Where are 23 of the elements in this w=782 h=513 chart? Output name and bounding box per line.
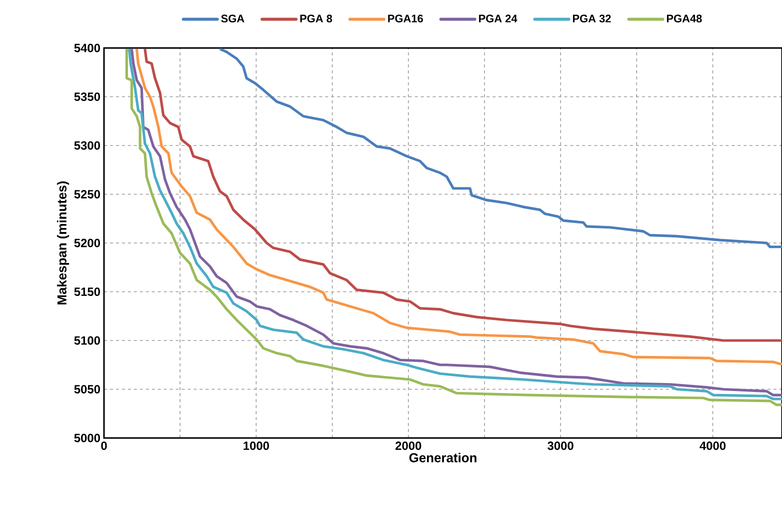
legend-label: PGA48 [666, 14, 702, 22]
x-axis-title: Generation [409, 452, 476, 462]
legend-label: SGA [221, 14, 244, 22]
legend-label: PGA 8 [300, 14, 332, 22]
x-tick-label: 3000 [548, 442, 574, 450]
y-tick-label: 5300 [74, 141, 100, 150]
y-tick-label: 5050 [74, 385, 100, 394]
y-tick-label: 5250 [74, 190, 100, 198]
line-series [218, 48, 782, 248]
y-tick-label: 5150 [74, 288, 100, 296]
y-tick-label: 5350 [74, 92, 100, 101]
x-tick-label: 4000 [700, 442, 726, 450]
x-tick-label: 0 [101, 442, 107, 450]
y-tick-label: 5400 [74, 44, 100, 52]
y-axis-title: Makespan (minutes) [56, 181, 70, 304]
y-tick-label: 5200 [74, 238, 100, 248]
y-tick-label: 5000 [74, 434, 100, 442]
legend-label: PGA 32 [573, 14, 611, 22]
x-tick-label: 2000 [396, 442, 422, 450]
legend-label: PGA 24 [479, 14, 518, 22]
legend-label: PGA16 [388, 14, 423, 22]
x-tick-label: 1000 [244, 442, 269, 450]
y-tick-label: 5100 [74, 336, 100, 345]
